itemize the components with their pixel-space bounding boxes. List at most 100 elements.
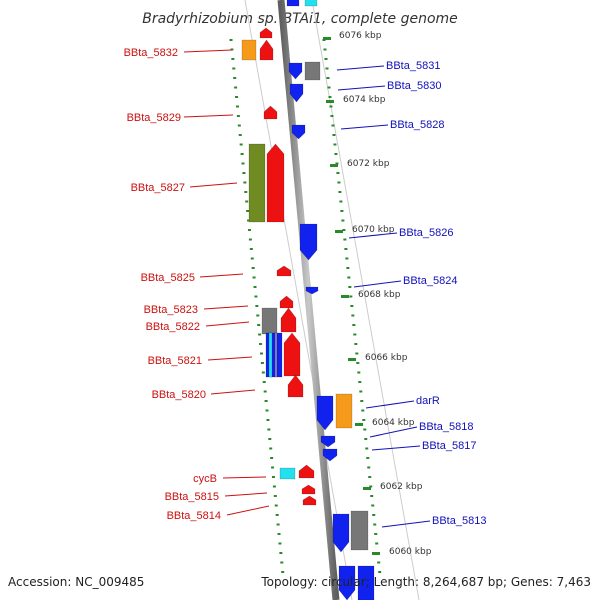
accession-text: Accession: NC_009485 [8,575,144,589]
scale-dot [360,400,364,402]
gene-arrow-forward[interactable] [276,265,292,277]
gene-box[interactable] [335,393,353,429]
gene-arrow-forward[interactable] [287,374,304,398]
scale-dot [333,143,337,146]
scale-dot [369,485,373,488]
tick-mark [323,37,331,40]
scale-dot [252,276,256,279]
gene-arrow-forward[interactable] [280,307,297,333]
leader-line [371,445,421,451]
scale-dot [253,286,257,288]
gene-label-bbta-5829[interactable]: BBta_5829 [127,112,181,124]
tick-mark [335,230,343,233]
leader-line [369,426,418,438]
gene-label-darr[interactable]: darR [416,395,440,407]
gene-arrow-reverse[interactable] [320,435,336,448]
scale-dot [350,305,354,307]
gene-arrow-forward[interactable] [302,495,317,506]
scale-dot [236,115,240,117]
gene-box[interactable] [279,467,296,480]
scale-dot [354,343,358,345]
leader-line [365,400,415,409]
gene-box[interactable] [261,307,278,335]
gene-label-bbta-5831[interactable]: BBta_5831 [386,60,440,72]
scale-dot [326,77,330,79]
gene-arrow-reverse[interactable] [332,513,350,553]
tick-mark [341,295,349,298]
gene-label-bbta-5814[interactable]: BBta_5814 [167,510,221,522]
gene-arrow-forward[interactable] [263,105,278,120]
gene-label-bbta-5826[interactable]: BBta_5826 [399,227,453,239]
leader-line [340,124,389,130]
gene-arrow-reverse[interactable] [338,565,356,600]
tick-label: 6064 kbp [372,418,415,428]
gene-arrow-forward[interactable] [266,143,285,223]
scale-dot [230,48,234,51]
gene-arrow-forward[interactable] [301,484,316,495]
gene-label-bbta-5821[interactable]: BBta_5821 [148,355,202,367]
gene-arrow-forward[interactable] [259,27,273,39]
scale-dot [247,219,251,222]
gene-arrow-forward[interactable] [259,39,274,61]
gene-arrow-reverse[interactable] [291,124,306,140]
gene-box[interactable] [286,0,300,7]
scale-dot [339,200,343,203]
gene-label-bbta-5825[interactable]: BBta_5825 [141,272,195,284]
gene-box[interactable] [241,39,257,61]
gene-stripe[interactable] [274,332,278,378]
gene-label-bbta-5818[interactable]: BBta_5818 [419,421,473,433]
gene-label-bbta-5813[interactable]: BBta_5813 [432,515,486,527]
gene-box[interactable] [248,143,266,223]
leader-line [337,85,386,91]
scale-dot [364,438,368,440]
scale-dot [327,86,331,89]
gene-arrow-forward[interactable] [298,464,315,479]
gene-label-bbta-5828[interactable]: BBta_5828 [390,119,444,131]
gene-arrow-reverse[interactable] [322,448,338,462]
leader-line [226,505,270,516]
tick-mark [330,164,338,167]
gene-label-bbta-5823[interactable]: BBta_5823 [144,304,198,316]
scale-dot [373,523,377,526]
scale-dot [377,561,381,564]
tick-mark [326,100,334,103]
gene-label-bbta-5827[interactable]: BBta_5827 [131,182,185,194]
gene-label-bbta-5824[interactable]: BBta_5824 [403,275,457,287]
scale-dot [355,352,359,355]
topology-text: Topology: circular; Length: 8,264,687 bp… [260,575,591,589]
scale-dot [260,362,264,364]
gene-label-bbta-5817[interactable]: BBta_5817 [422,440,476,452]
gene-arrow-reverse[interactable] [289,83,304,103]
gene-arrow-reverse[interactable] [316,395,334,431]
gene-label-bbta-5822[interactable]: BBta_5822 [146,321,200,333]
gene-label-bbta-5830[interactable]: BBta_5830 [387,80,441,92]
scale-dot [261,371,265,374]
scale-dot [240,153,244,155]
scale-dot [378,571,382,573]
gene-box[interactable] [304,0,318,7]
scale-dot [268,438,272,440]
scale-dot [324,58,328,60]
scale-dot [239,143,243,146]
scale-dot [357,371,361,374]
gene-box[interactable] [350,510,369,551]
gene-arrow-reverse[interactable] [288,62,303,80]
tick-mark [348,358,356,361]
gene-arrow-forward[interactable] [279,295,294,309]
scale-dot [329,105,333,108]
gene-box[interactable] [357,565,375,600]
scale-dot [263,390,267,393]
gene-label-bbta-5832[interactable]: BBta_5832 [124,47,178,59]
gene-arrow-forward[interactable] [283,332,301,377]
gene-arrow-reverse[interactable] [305,286,319,295]
scale-dot [272,485,276,488]
gene-label-bbta-5815[interactable]: BBta_5815 [165,491,219,503]
scale-dot [343,238,347,241]
gene-box[interactable] [304,61,321,81]
gene-box[interactable] [265,332,283,378]
leader-line [189,182,238,188]
gene-label-bbta-5820[interactable]: BBta_5820 [152,389,206,401]
gene-label-cycb[interactable]: cycB [193,473,217,485]
gene-stripe[interactable] [268,332,273,378]
gene-arrow-reverse[interactable] [299,223,318,261]
